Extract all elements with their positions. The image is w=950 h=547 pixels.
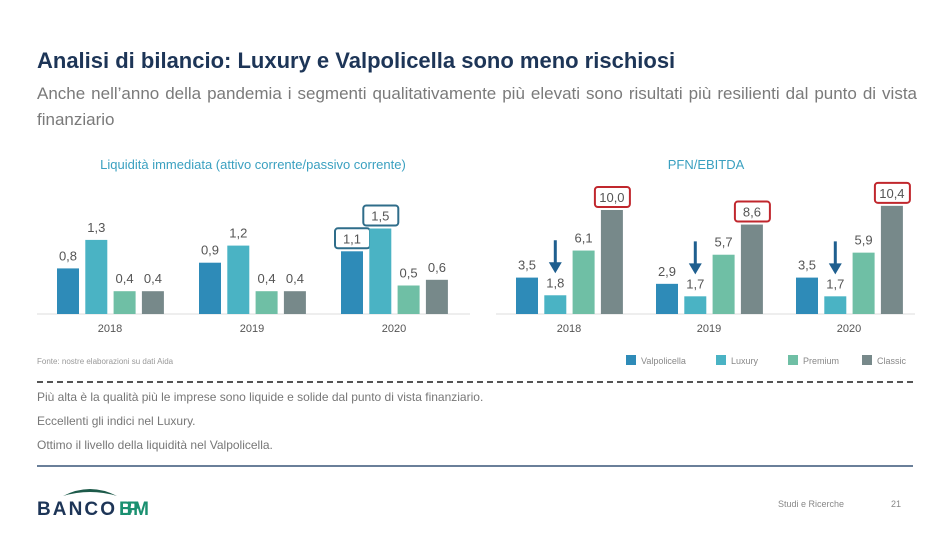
bar-valpolicella <box>341 251 363 314</box>
data-label: 1,1 <box>343 231 361 246</box>
bar-premium <box>852 252 875 314</box>
divider <box>37 465 913 467</box>
data-label: 0,6 <box>428 260 446 275</box>
note: Ottimo il livello della liquidità nel Va… <box>37 438 273 452</box>
bar-classic <box>740 224 763 314</box>
x-tick-label: 2020 <box>382 323 406 335</box>
data-label: 10,0 <box>599 190 624 205</box>
bar-luxury <box>85 239 108 314</box>
data-label: 0,4 <box>116 271 134 286</box>
data-label: 0,4 <box>258 271 276 286</box>
data-label: 0,9 <box>201 243 219 258</box>
bar-classic <box>141 291 164 314</box>
page-number: 21 <box>891 499 902 509</box>
legend-label: Premium <box>803 356 839 366</box>
legend-swatch-premium <box>788 355 798 365</box>
highlight-box <box>733 200 771 223</box>
divider-dashed <box>37 381 913 383</box>
data-label: 0,8 <box>59 248 77 263</box>
highlight-box <box>362 204 400 227</box>
legend-swatch-valpolicella <box>626 355 636 365</box>
bar-luxury <box>684 296 707 314</box>
bar-valpolicella <box>516 277 538 314</box>
notes: Più alta è la qualità più le imprese son… <box>37 390 483 462</box>
chart-title: Liquidità immediata (attivo corrente/pas… <box>100 157 406 172</box>
chart-title: PFN/EBITDA <box>668 157 745 172</box>
legend-swatch-classic <box>862 355 872 365</box>
bar-classic <box>600 210 623 314</box>
legend-label: Valpolicella <box>641 356 686 366</box>
data-label: 1,7 <box>686 276 704 291</box>
highlight-box <box>593 186 631 208</box>
note: Eccellenti gli indici nel Luxury. <box>37 414 196 428</box>
data-label: 0,5 <box>400 266 418 281</box>
x-tick-label: 2019 <box>240 323 264 335</box>
data-label: 1,5 <box>371 209 389 224</box>
bar-valpolicella <box>796 277 818 314</box>
data-label: 5,7 <box>715 235 733 250</box>
data-label: 0,4 <box>144 271 162 286</box>
legend-label: Classic <box>877 356 907 366</box>
down-arrow-icon <box>688 241 702 275</box>
footer-section: Studi e Ricerche <box>778 499 845 509</box>
page-title: Analisi di bilancio: Luxury e Valpolicel… <box>37 48 676 73</box>
down-arrow-icon <box>828 241 842 275</box>
banco-bpm-logo: BANCO BPM <box>37 489 149 520</box>
bar-valpolicella <box>656 283 678 314</box>
data-label: 3,5 <box>518 258 536 273</box>
bar-premium <box>572 250 595 314</box>
bar-classic <box>425 279 448 314</box>
bar-luxury <box>824 296 847 314</box>
x-tick-label: 2019 <box>697 323 721 335</box>
bar-valpolicella <box>199 262 221 314</box>
data-label: 1,3 <box>87 220 105 235</box>
bar-luxury <box>227 245 250 314</box>
x-tick-label: 2018 <box>98 323 122 335</box>
data-label: 1,7 <box>826 276 844 291</box>
svg-text:BANCO: BANCO <box>37 499 115 520</box>
bar-premium <box>113 291 136 314</box>
data-label: 8,6 <box>743 205 761 220</box>
data-label: 0,4 <box>286 271 304 286</box>
bar-premium <box>255 291 278 314</box>
data-label: 3,5 <box>798 258 816 273</box>
data-label: 10,4 <box>879 186 904 201</box>
bar-classic <box>880 205 903 314</box>
bar-valpolicella <box>57 268 79 314</box>
bar-premium <box>712 254 735 314</box>
data-label: 6,1 <box>575 231 593 246</box>
x-tick-label: 2018 <box>557 323 581 335</box>
data-label: 5,9 <box>855 233 873 248</box>
bar-luxury <box>369 228 392 314</box>
bar-premium <box>397 285 420 314</box>
note: Più alta è la qualità più le imprese son… <box>37 390 484 404</box>
source-note: Fonte: nostre elaborazioni su dati Aida <box>37 357 174 366</box>
x-tick-label: 2020 <box>837 323 861 335</box>
bar-classic <box>283 291 306 314</box>
down-arrow-icon <box>548 240 562 274</box>
legend-label: Luxury <box>731 356 759 366</box>
data-label: 1,8 <box>546 275 564 290</box>
legend-swatch-luxury <box>716 355 726 365</box>
data-label: 1,2 <box>229 226 247 241</box>
highlight-box <box>873 181 911 204</box>
data-label: 2,9 <box>658 264 676 279</box>
bar-luxury <box>544 295 567 314</box>
svg-text:BPM: BPM <box>119 499 149 520</box>
page-subtitle: Anche nell’anno della pandemia i segment… <box>37 84 917 129</box>
